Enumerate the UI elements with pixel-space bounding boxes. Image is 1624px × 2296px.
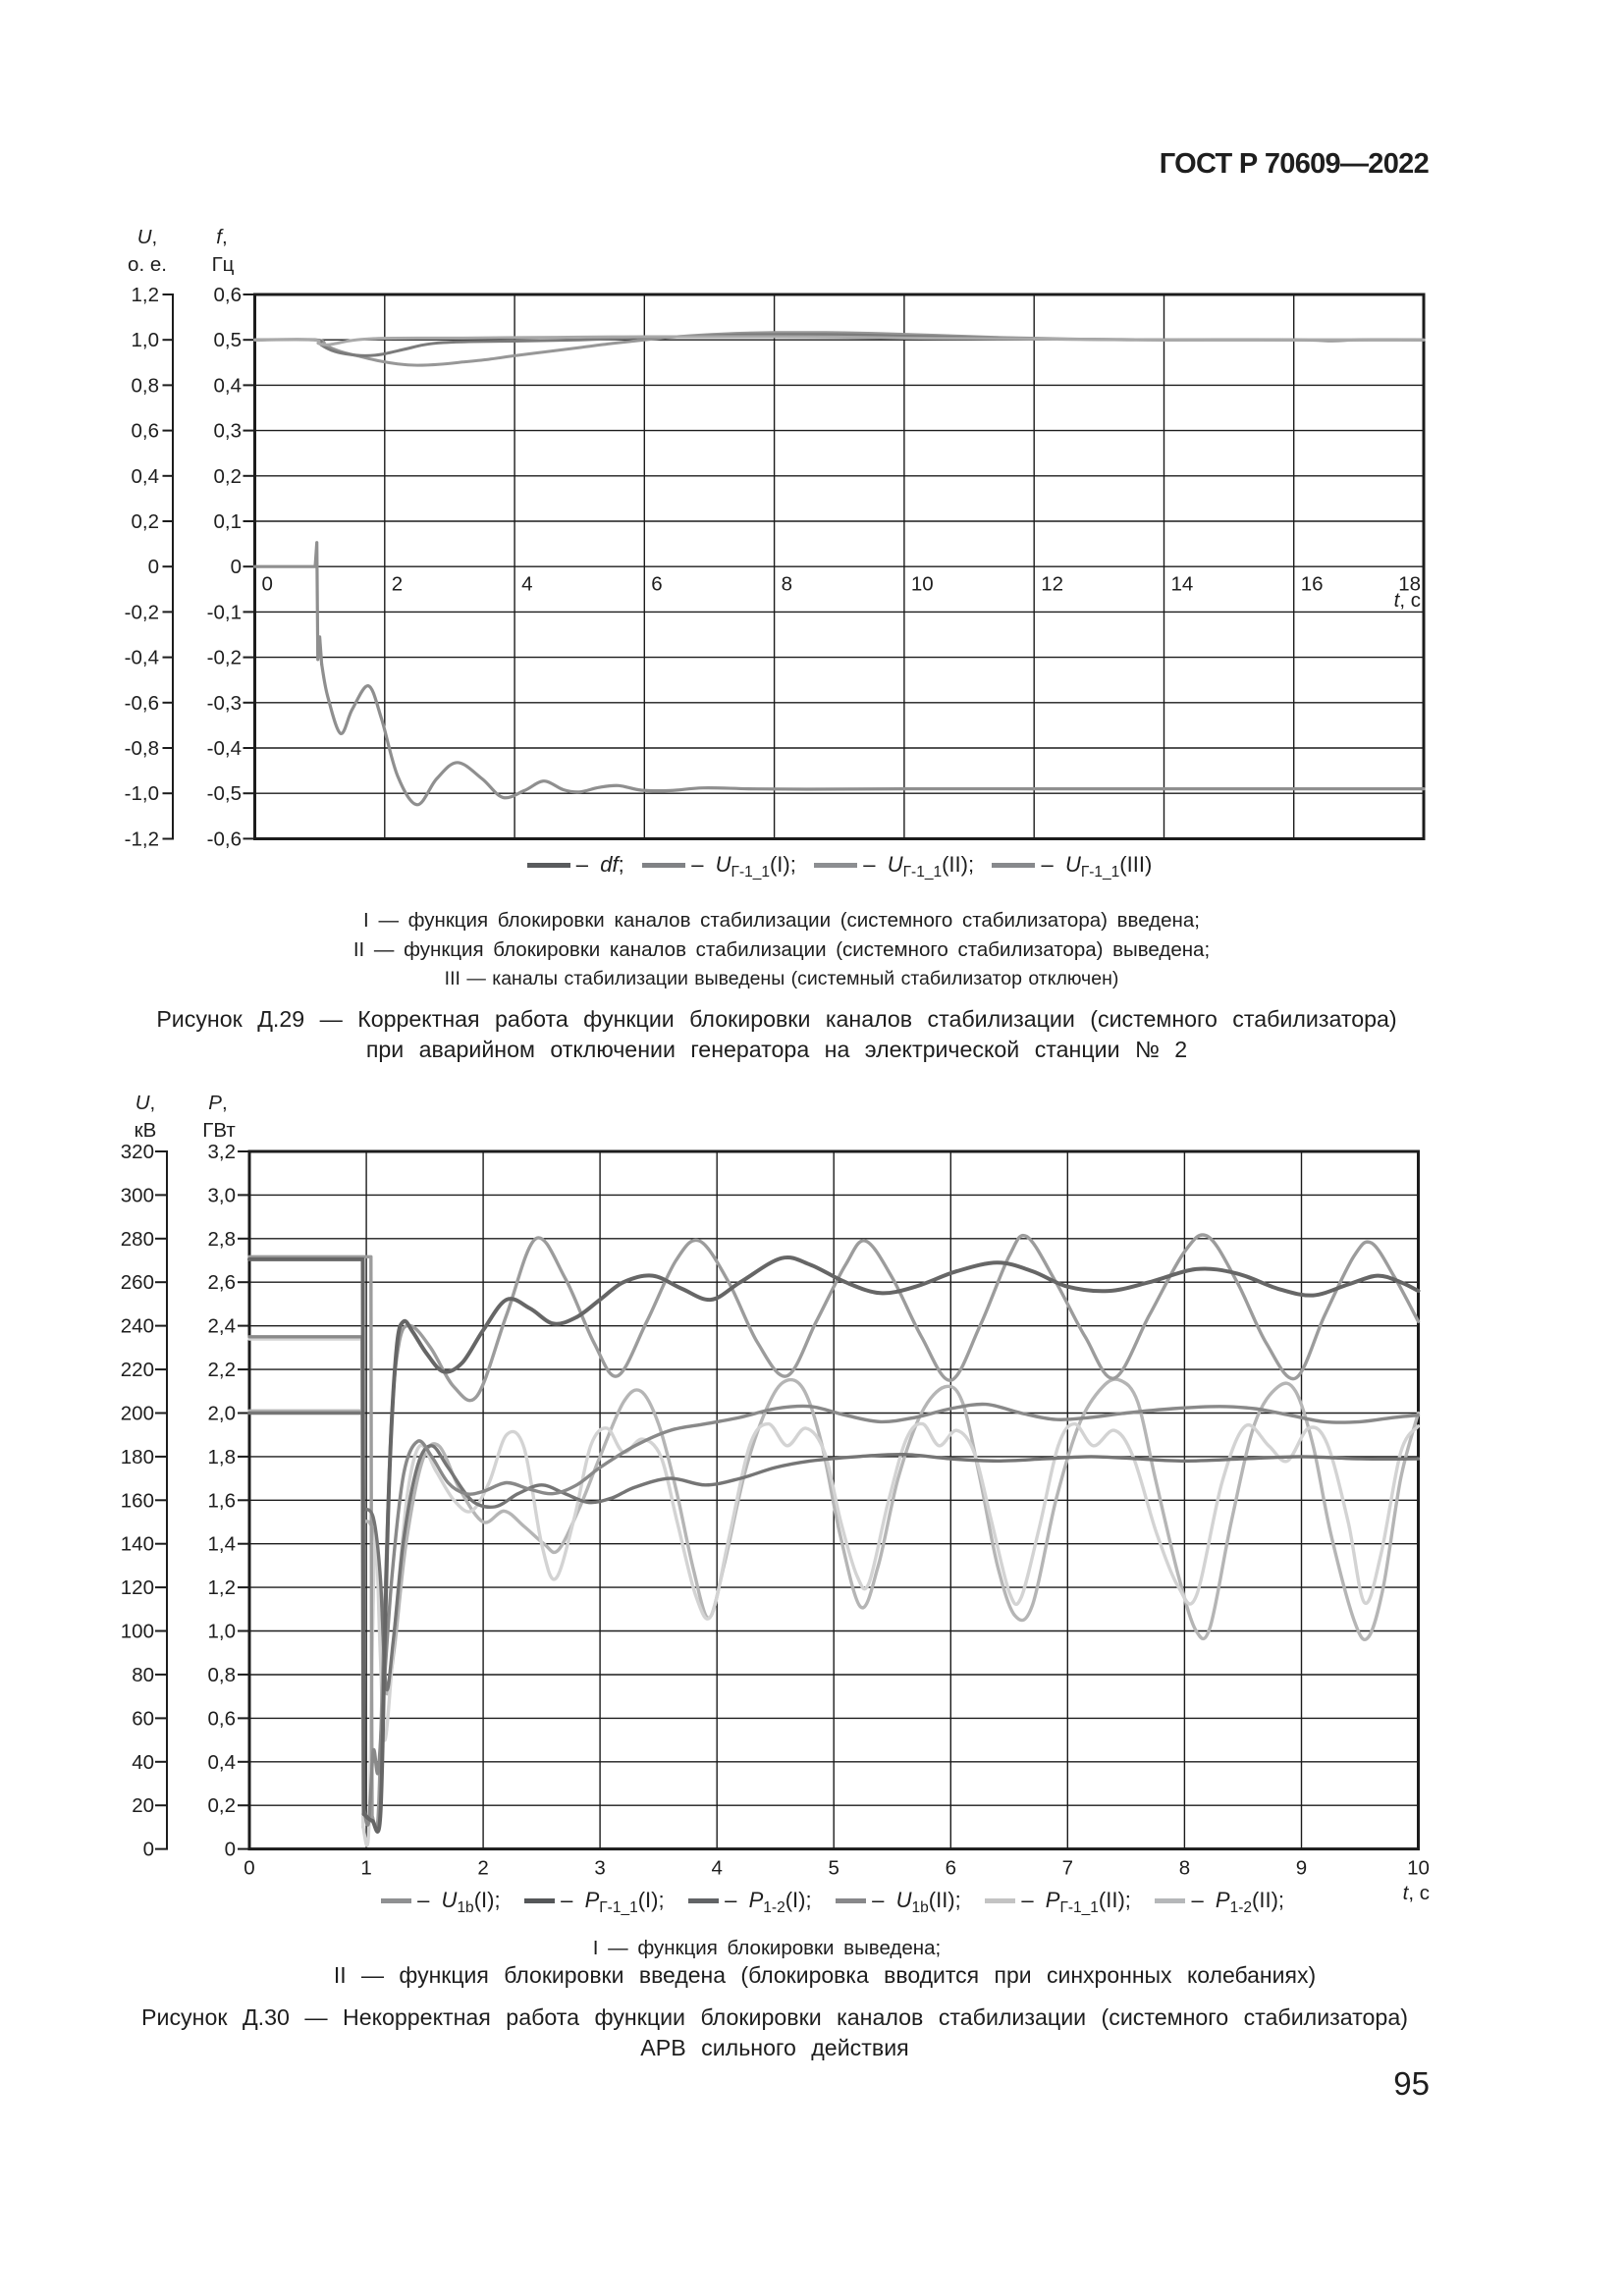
svg-text:10: 10 — [911, 573, 934, 596]
svg-text:кВ: кВ — [135, 1119, 157, 1142]
svg-text:160: 160 — [121, 1489, 154, 1512]
svg-text:0,6: 0,6 — [208, 1707, 237, 1730]
svg-text:12: 12 — [1041, 573, 1063, 596]
svg-text:180: 180 — [121, 1446, 154, 1468]
svg-text:120: 120 — [121, 1576, 154, 1599]
svg-text:60: 60 — [132, 1707, 154, 1730]
svg-text:1,0: 1,0 — [208, 1621, 237, 1643]
svg-text:0,4: 0,4 — [208, 1751, 237, 1774]
svg-text:2,4: 2,4 — [208, 1315, 237, 1338]
svg-text:0,3: 0,3 — [214, 420, 243, 443]
svg-text:280: 280 — [121, 1228, 154, 1251]
svg-text:0,4: 0,4 — [214, 374, 243, 397]
svg-text:-0,8: -0,8 — [125, 737, 159, 760]
svg-text:t, c: t, c — [1403, 1882, 1430, 1904]
svg-text:ГВт: ГВт — [202, 1119, 236, 1142]
svg-text:3: 3 — [594, 1857, 605, 1880]
svg-text:1,2: 1,2 — [208, 1576, 237, 1599]
svg-text:0: 0 — [231, 556, 242, 578]
svg-text:100: 100 — [121, 1621, 154, 1643]
svg-text:-0,2: -0,2 — [207, 647, 242, 669]
svg-text:9: 9 — [1296, 1857, 1307, 1880]
svg-text:-0,1: -0,1 — [207, 601, 242, 623]
svg-text:5: 5 — [828, 1857, 839, 1880]
svg-text:8: 8 — [1179, 1857, 1190, 1880]
svg-text:U,: U, — [135, 1092, 156, 1114]
svg-text:-1,2: -1,2 — [125, 828, 159, 850]
svg-text:0,1: 0,1 — [214, 510, 243, 533]
svg-text:-0,4: -0,4 — [125, 647, 159, 669]
svg-text:7: 7 — [1062, 1857, 1073, 1880]
svg-text:1: 1 — [360, 1857, 371, 1880]
svg-text:2,6: 2,6 — [208, 1271, 237, 1294]
svg-text:-1,0: -1,0 — [125, 782, 159, 805]
svg-text:t, c: t, c — [1394, 589, 1421, 612]
svg-text:260: 260 — [121, 1271, 154, 1294]
svg-text:0,2: 0,2 — [132, 510, 160, 533]
svg-text:U,: U, — [137, 226, 158, 248]
svg-text:3,0: 3,0 — [208, 1184, 237, 1206]
svg-text:2,2: 2,2 — [208, 1359, 237, 1381]
svg-text:-0,5: -0,5 — [207, 782, 242, 805]
svg-text:0,8: 0,8 — [208, 1664, 237, 1686]
svg-text:0,4: 0,4 — [132, 465, 160, 488]
svg-text:200: 200 — [121, 1403, 154, 1425]
svg-text:4: 4 — [521, 573, 532, 596]
svg-text:14: 14 — [1171, 573, 1194, 596]
svg-text:0,5: 0,5 — [214, 329, 243, 351]
svg-text:-0,6: -0,6 — [125, 692, 159, 715]
svg-text:0: 0 — [225, 1839, 236, 1861]
svg-text:320: 320 — [121, 1141, 154, 1163]
svg-text:220: 220 — [121, 1359, 154, 1381]
svg-text:2: 2 — [392, 573, 403, 596]
svg-text:0,8: 0,8 — [132, 374, 160, 397]
svg-text:-0,4: -0,4 — [207, 737, 242, 760]
svg-text:2,8: 2,8 — [208, 1228, 237, 1251]
svg-text:10: 10 — [1407, 1857, 1430, 1880]
svg-text:8: 8 — [782, 573, 792, 596]
svg-text:f,: f, — [216, 226, 227, 248]
svg-text:0: 0 — [143, 1839, 154, 1861]
svg-text:3,2: 3,2 — [208, 1141, 237, 1163]
svg-text:-0,6: -0,6 — [207, 828, 242, 850]
svg-text:6: 6 — [946, 1857, 956, 1880]
svg-text:140: 140 — [121, 1533, 154, 1556]
svg-text:1,4: 1,4 — [208, 1533, 237, 1556]
svg-text:0,6: 0,6 — [132, 420, 160, 443]
svg-text:4: 4 — [711, 1857, 722, 1880]
svg-text:2,0: 2,0 — [208, 1403, 237, 1425]
svg-text:0: 0 — [262, 573, 273, 596]
svg-text:300: 300 — [121, 1184, 154, 1206]
svg-text:-0,3: -0,3 — [207, 692, 242, 715]
svg-text:0: 0 — [148, 556, 159, 578]
svg-text:Гц: Гц — [212, 253, 235, 276]
svg-text:16: 16 — [1301, 573, 1324, 596]
svg-text:1,8: 1,8 — [208, 1446, 237, 1468]
svg-text:40: 40 — [132, 1751, 154, 1774]
svg-text:240: 240 — [121, 1315, 154, 1338]
svg-text:-0,2: -0,2 — [125, 601, 159, 623]
svg-text:0,2: 0,2 — [208, 1794, 237, 1817]
svg-text:18: 18 — [1398, 573, 1421, 596]
svg-text:20: 20 — [132, 1794, 154, 1817]
svg-text:1,2: 1,2 — [132, 284, 160, 306]
svg-text:0: 0 — [244, 1857, 254, 1880]
svg-text:1,6: 1,6 — [208, 1489, 237, 1512]
svg-text:80: 80 — [132, 1664, 154, 1686]
svg-text:6: 6 — [651, 573, 662, 596]
svg-text:P,: P, — [208, 1092, 227, 1114]
svg-text:0,6: 0,6 — [214, 284, 243, 306]
svg-text:о. е.: о. е. — [128, 253, 167, 276]
svg-text:0,2: 0,2 — [214, 465, 243, 488]
svg-text:2: 2 — [477, 1857, 488, 1880]
svg-text:1,0: 1,0 — [132, 329, 160, 351]
